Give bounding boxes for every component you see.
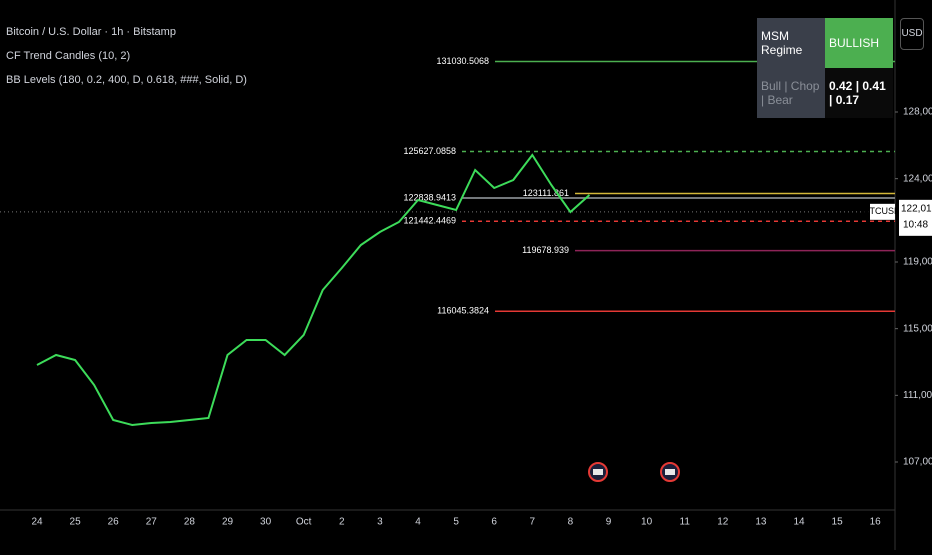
x-tick-label: 30	[260, 517, 272, 528]
chart-title: Bitcoin / U.S. Dollar · 1h · Bitstamp	[6, 26, 176, 38]
level-label: 116045.3824	[437, 306, 489, 316]
countdown: 10:48	[903, 219, 928, 230]
level-label: 125627.0858	[403, 146, 456, 156]
x-tick-label: 16	[870, 517, 882, 528]
x-tick-label: 10	[641, 517, 653, 528]
x-tick-label: 9	[606, 517, 612, 528]
price-tag-bg	[899, 199, 932, 236]
y-tick-label: 107,000	[903, 457, 932, 468]
y-tick-label: 111,000	[903, 390, 932, 401]
price-tag: 122,010	[901, 203, 932, 214]
x-tick-label: 28	[184, 517, 196, 528]
x-tick-label: 25	[70, 517, 82, 528]
x-tick-label: 24	[31, 517, 43, 528]
level-label: 123111.861	[523, 188, 569, 198]
regime-table: MSM Regime BULLISH Bull | Chop | Bear 0.42…	[757, 18, 893, 118]
event-flag-stripe	[593, 469, 603, 475]
x-tick-label: 26	[108, 517, 120, 528]
event-flag-stripe	[665, 469, 675, 475]
level-label: 131030.5068	[436, 56, 489, 66]
x-tick-label: 2	[339, 517, 345, 528]
table-cell: 0.42 | 0.41 | 0.17	[825, 68, 893, 118]
x-tick-label: 6	[491, 517, 497, 528]
indicator-label[interactable]: CF Trend Candles (10, 2)	[6, 50, 131, 62]
level-label: 119678.939	[522, 245, 569, 255]
x-tick-label: 13	[755, 517, 767, 528]
table-cell: Bull | Chop | Bear	[757, 68, 825, 118]
currency-button[interactable]: USD	[900, 18, 924, 50]
x-tick-label: 8	[568, 517, 574, 528]
x-tick-label: 7	[530, 517, 536, 528]
table-cell: BULLISH	[825, 18, 893, 68]
x-tick-label: 12	[717, 517, 729, 528]
level-label: 121442.4469	[403, 216, 456, 226]
x-tick-label: 11	[680, 517, 691, 528]
level-label: 122838.9413	[403, 192, 456, 202]
y-tick-label: 124,000	[903, 173, 932, 184]
price-line-series	[36, 153, 591, 427]
x-tick-label: 5	[453, 517, 459, 528]
y-tick-label: 115,000	[903, 323, 932, 334]
x-tick-label: 3	[377, 517, 383, 528]
x-tick-label: 29	[222, 517, 234, 528]
x-tick-label: 4	[415, 517, 421, 528]
symbol-tag-bg	[870, 203, 895, 220]
symbol-tag: BTCUSD	[863, 206, 901, 216]
x-tick-label: 15	[832, 517, 844, 528]
y-tick-label: 128,000	[903, 107, 932, 118]
y-tick-label: 119,000	[903, 257, 932, 268]
indicator-label[interactable]: BB Levels (180, 0.2, 400, D, 0.618, ###,…	[6, 74, 247, 86]
x-tick-label: 27	[146, 517, 158, 528]
x-tick-label: 14	[793, 517, 805, 528]
x-tick-label: Oct	[296, 517, 312, 528]
table-cell: MSM Regime	[757, 18, 825, 68]
